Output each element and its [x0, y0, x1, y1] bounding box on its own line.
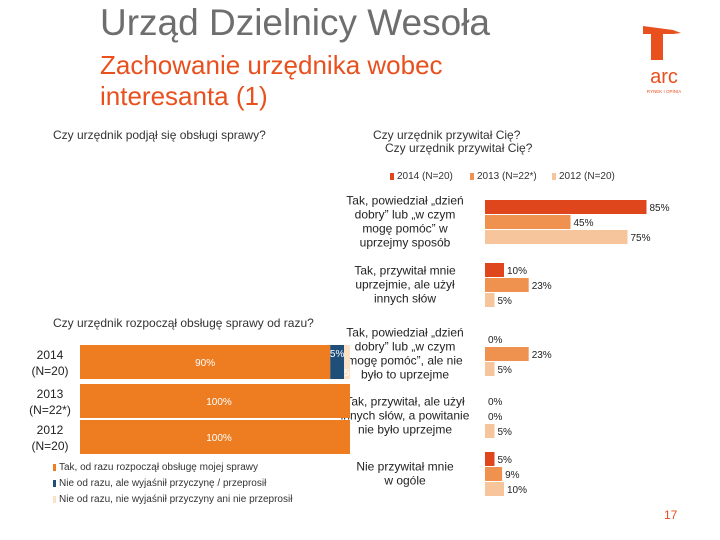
- category-label: dobry” lub „w czym: [355, 340, 456, 354]
- category-label: Tak, przywitał mnie: [354, 264, 456, 278]
- page-title: Urząd Dzielnicy Wesoła: [100, 2, 490, 43]
- category-label: mogę pomóc” w: [362, 222, 448, 236]
- row-label: (N=20): [31, 439, 68, 453]
- legend-swatch: [53, 464, 56, 471]
- category-label: Tak, powiedział „dzień: [346, 326, 463, 340]
- bar-2013: [485, 467, 503, 481]
- stacked-segment: [80, 420, 350, 454]
- row-label: (N=22*): [29, 403, 71, 417]
- question-2-line2: Czy urzędnik przywitał Cię?: [385, 141, 533, 155]
- legend-label: 2014 (N=20): [397, 171, 453, 182]
- category-label: innych słów: [374, 292, 436, 306]
- category-label: Tak, przywitał, ale użył: [345, 395, 465, 409]
- row-label: 2012: [37, 423, 64, 437]
- data-label: 5%: [330, 349, 345, 360]
- legend-item-2012: 2012 (N=20): [552, 171, 615, 182]
- legend-label: Tak, od razu rozpoczął obsługę mojej spr…: [59, 462, 258, 473]
- legend-label: Nie od razu, nie wyjaśnił przyczyny ani …: [59, 494, 293, 505]
- category-label: innych słów, a powitanie: [341, 409, 470, 423]
- bar-2012: [485, 424, 495, 438]
- bar-2013: [485, 347, 529, 361]
- arc-logo-mark: arc RYNEK I OPINIA: [633, 20, 695, 98]
- data-label: 5%: [498, 427, 513, 438]
- category-label: uprzejmy sposób: [360, 236, 451, 250]
- legend-item-nie-wyjasnil: Nie od razu, nie wyjaśnił przyczyny ani …: [53, 494, 292, 505]
- bar-2012: [485, 362, 495, 376]
- row-label: 2014: [37, 348, 64, 362]
- data-label: 100%: [206, 433, 232, 444]
- question-3: Czy urzędnik rozpoczął obsługę sprawy od…: [53, 316, 314, 330]
- category-label: Nie przywitał mnie: [356, 460, 454, 474]
- bar-2014: [485, 200, 647, 214]
- legend-swatch: [470, 173, 474, 180]
- arc-logo: arc RYNEK I OPINIA: [633, 20, 695, 98]
- logo-text: arc: [650, 66, 678, 88]
- data-label: 5%: [498, 296, 513, 307]
- legend-swatch: [53, 496, 56, 503]
- data-label: 45%: [574, 218, 594, 229]
- legend-item-od-razu: Tak, od razu rozpoczął obsługę mojej spr…: [53, 462, 258, 473]
- legend-swatch: [390, 173, 394, 180]
- page-number: 17: [664, 508, 678, 522]
- legend-label: 2012 (N=20): [559, 171, 615, 182]
- legend-item-2014: 2014 (N=20): [390, 171, 453, 182]
- category-label: nie było uprzejme: [358, 423, 452, 437]
- stacked-segment: [80, 384, 350, 418]
- data-label: 10%: [507, 266, 527, 277]
- data-label: 23%: [532, 281, 552, 292]
- legend-item-wyjasnil: Nie od razu, ale wyjaśnił przyczynę / pr…: [53, 478, 266, 489]
- bar-2014: [485, 452, 495, 466]
- start-service-chart: 2014 (N=20) 90% 5% 5% 2013 (N=22*) 100% 2012 (N=2…: [29, 345, 350, 454]
- data-label: 0%: [488, 335, 503, 346]
- data-label: 100%: [206, 397, 232, 408]
- question-2-line1: Czy urzędnik przywitał Cię?: [373, 128, 521, 142]
- page-subtitle: Zachowanie urzędnika wobec interesanta (…: [100, 50, 443, 111]
- category-label: dobry” lub „w czym: [355, 208, 456, 222]
- data-label: 0%: [488, 412, 503, 423]
- data-label: 0%: [488, 397, 503, 408]
- category-label: uprzejmie, ale użył: [355, 278, 455, 292]
- legend-label: 2013 (N=22*): [477, 171, 537, 182]
- bar-2013: [485, 215, 571, 229]
- stacked-segment: [344, 345, 350, 379]
- bar-2013: [485, 278, 529, 292]
- data-label: 9%: [505, 470, 520, 481]
- data-label: 5%: [344, 368, 350, 379]
- stacked-segment: [330, 345, 345, 379]
- legend-swatch: [552, 173, 556, 180]
- category-label: Tak, powiedział „dzień: [346, 194, 463, 208]
- legend-item-2013: 2013 (N=22*): [470, 171, 537, 182]
- row-label: (N=20): [31, 364, 68, 378]
- category-label: było to uprzejme: [361, 368, 449, 382]
- data-label: 5%: [498, 365, 513, 376]
- logo-tagline: RYNEK I OPINIA: [647, 89, 681, 94]
- stacked-segment: [80, 345, 331, 379]
- bar-2012: [485, 482, 504, 496]
- data-label: 23%: [532, 350, 552, 361]
- row-label: 2013: [37, 387, 64, 401]
- legend-swatch: [53, 480, 56, 487]
- bar-2014: [485, 263, 504, 277]
- data-label: 5%: [498, 455, 513, 466]
- data-label: 85%: [650, 203, 670, 214]
- legend-label: Nie od razu, ale wyjaśnił przyczynę / pr…: [59, 478, 267, 489]
- category-label: w ogóle: [383, 474, 426, 488]
- question-1: Czy urzędnik podjął się obsługi sprawy?: [53, 128, 266, 142]
- bar-2012: [485, 230, 628, 244]
- bar-2012: [485, 293, 495, 307]
- category-label: mogę pomóc”, ale nie: [347, 354, 463, 368]
- data-label: 75%: [631, 233, 651, 244]
- data-label: 90%: [195, 358, 215, 369]
- data-label: 10%: [507, 485, 527, 496]
